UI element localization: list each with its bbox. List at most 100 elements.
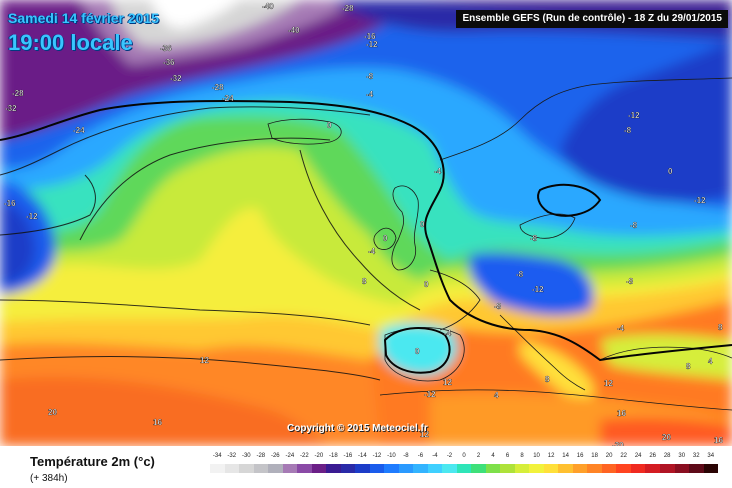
legend-swatch	[355, 464, 370, 473]
contour-label: 16	[714, 436, 723, 445]
legend-tick-label: 10	[533, 453, 540, 459]
legend-tick-label: 20	[605, 453, 613, 459]
legend-tick-label: 32	[692, 453, 700, 459]
legend-swatch	[340, 464, 356, 473]
contour-label: -8	[530, 234, 538, 243]
legend-scale-labels: -34 -32 -30 -28 -26 -24 -22 -20 -18 -16 -14 -12 -10-…	[210, 453, 718, 463]
legend-tick-label: -26	[270, 453, 280, 459]
legend-tick-label: -18	[329, 453, 338, 459]
contour-label: 20	[48, 408, 57, 417]
contour-label: -36	[163, 58, 175, 67]
contour-label: 8	[362, 277, 367, 286]
contour-label: 16	[153, 418, 162, 427]
legend-swatch	[529, 464, 544, 473]
legend-swatch	[413, 464, 428, 473]
legend-lead-time: (+ 384h)	[30, 473, 68, 484]
contour-label: -12	[26, 212, 38, 221]
legend-swatch	[703, 464, 719, 473]
contour-label: 20	[662, 433, 671, 442]
legend-tick-label: -14	[358, 453, 367, 459]
contour-label: -8	[624, 126, 632, 135]
contour-label: -40	[288, 26, 300, 35]
legend-tick-label: -20	[314, 453, 324, 459]
isotherms	[0, 106, 421, 381]
legend-tick-label: -10	[387, 453, 396, 459]
legend-swatch	[427, 464, 443, 473]
contour-label: -8	[366, 72, 374, 81]
contour-label: -40	[262, 2, 274, 11]
legend-color-bar	[210, 464, 719, 473]
legend-swatch	[485, 464, 501, 473]
legend-swatch	[224, 464, 240, 473]
contour-label: -28	[12, 89, 24, 98]
legend-swatch	[311, 464, 327, 473]
contour-label: 0	[424, 280, 429, 289]
legend-tick-label: 16	[576, 453, 584, 459]
legend-swatch	[674, 464, 690, 473]
legend-swatch	[587, 464, 602, 473]
legend-swatch	[645, 464, 660, 473]
contour-label: -20	[612, 441, 624, 446]
contour-label: 0	[668, 167, 673, 176]
contour-label: 0	[420, 220, 425, 229]
legend-tick-label: -4	[432, 453, 438, 459]
contour-label: -4	[434, 167, 442, 176]
legend-swatch	[398, 464, 414, 473]
contour-label: -32	[170, 74, 182, 83]
legend-tick-label: -32	[227, 453, 237, 459]
legend-swatch	[253, 464, 269, 473]
legend-swatch	[471, 464, 486, 473]
model-run-info: Ensemble GEFS (Run de contrôle) - 18 Z d…	[456, 10, 728, 28]
zero-isotherm	[0, 99, 732, 374]
legend-swatch	[384, 464, 399, 473]
legend-swatch	[630, 464, 646, 473]
legend-tick-label: -8	[403, 453, 409, 459]
legend-tick-label: 34	[707, 453, 715, 459]
temperature-map: -40 -28-40-36-36-32-28-24-28-32-24-16-12-…	[0, 0, 732, 446]
legend-tick-label: -12	[372, 453, 382, 459]
contour-label: -28	[212, 83, 224, 92]
legend-swatch	[268, 464, 283, 473]
contour-label: 12	[443, 378, 452, 387]
contour-label: -16	[364, 32, 376, 41]
contour-label: 0	[415, 347, 420, 356]
forecast-date: Samedi 14 février 2015	[8, 10, 159, 26]
legend: Température 2m (°c) (+ 384h) -34 -32 -30 -2…	[0, 446, 732, 488]
legend-tick-label: -2	[446, 453, 453, 459]
contour-label: -36	[160, 44, 172, 53]
contour-label: -12	[694, 196, 706, 205]
legend-swatch	[326, 464, 341, 473]
legend-swatch	[239, 464, 254, 473]
contour-label: 8	[718, 323, 723, 332]
contour-label: 4	[494, 391, 499, 400]
legend-tick-label: 6	[505, 453, 510, 459]
legend-swatch	[456, 464, 472, 473]
contour-label: -24	[73, 126, 85, 135]
legend-tick-label: -24	[285, 453, 295, 459]
legend-tick-label: 12	[547, 453, 555, 459]
contour-label: 12	[420, 430, 429, 439]
legend-tick-label: 8	[520, 453, 524, 459]
contour-label: -4	[368, 247, 376, 256]
legend-swatch	[689, 464, 704, 473]
legend-swatch	[282, 464, 298, 473]
contour-label: -8	[516, 270, 524, 279]
legend-swatch	[442, 464, 457, 473]
copyright-text: Copyright © 2015 Meteociel.fr	[287, 423, 428, 434]
contour-label: 0	[327, 121, 332, 130]
legend-tick-label: 0	[462, 453, 466, 459]
legend-tick-label: 22	[620, 453, 627, 459]
temperature-field	[0, 0, 732, 446]
contour-label: -12	[628, 111, 640, 120]
legend-tick-label: 26	[649, 453, 657, 459]
contour-label: 8	[545, 375, 550, 384]
legend-swatch	[297, 464, 312, 473]
contour-label: -4	[366, 90, 374, 99]
legend-tick-label: 28	[663, 453, 671, 459]
legend-swatch	[543, 464, 559, 473]
contour-label: 12	[200, 356, 209, 365]
legend-swatch	[369, 464, 385, 473]
legend-tick-label: 14	[562, 453, 569, 459]
legend-tick-label: -22	[299, 453, 309, 459]
legend-tick-label: -30	[241, 453, 251, 459]
